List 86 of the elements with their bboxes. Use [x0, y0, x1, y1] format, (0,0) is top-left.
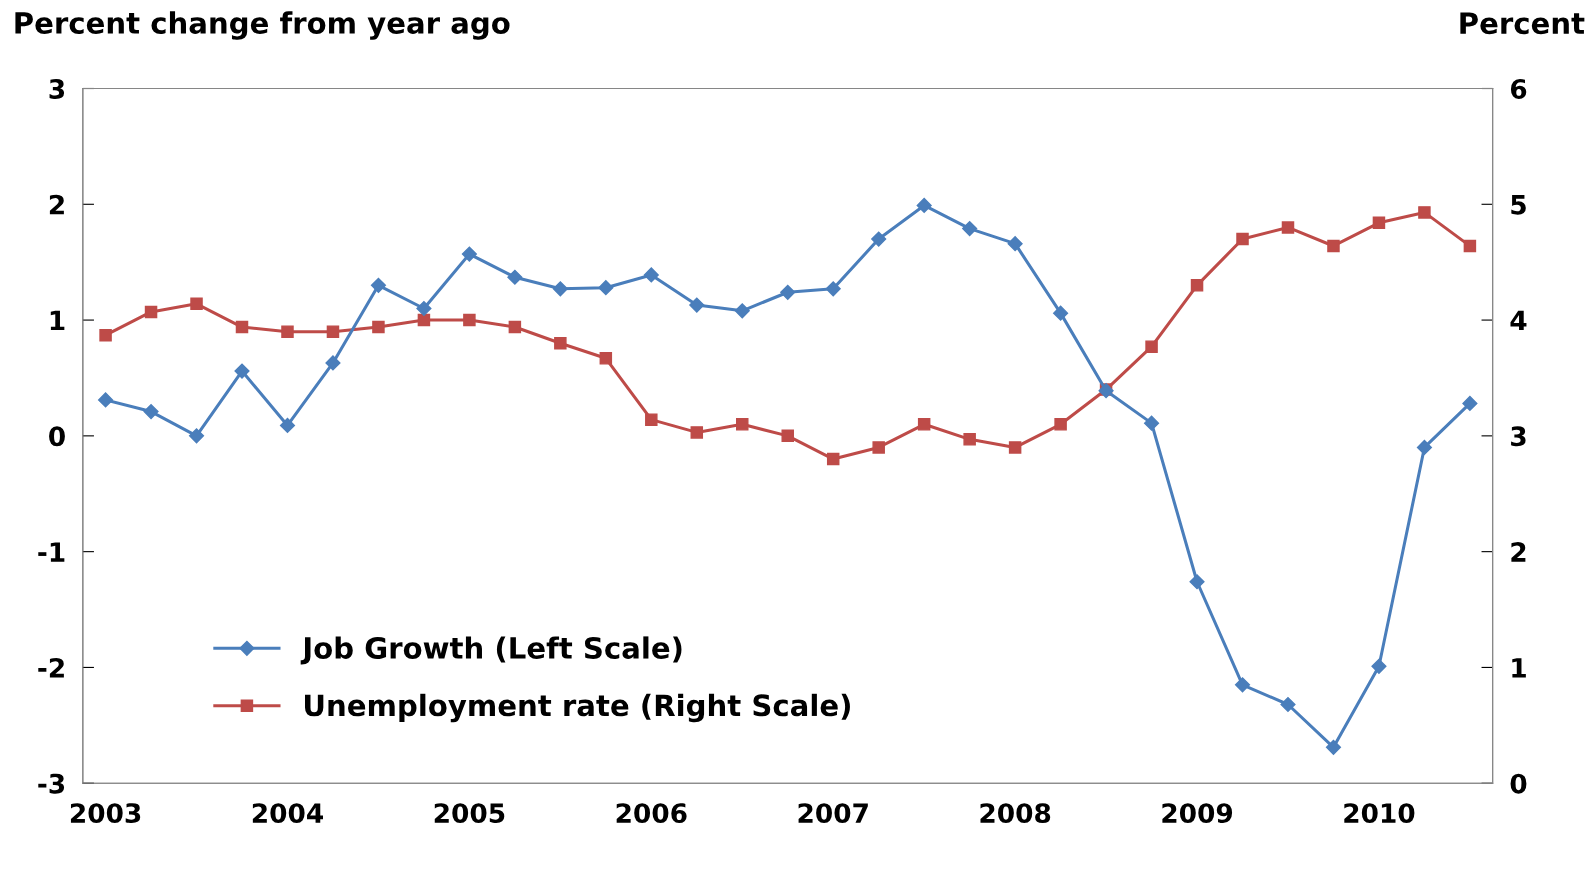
point [599, 352, 613, 365]
point [1190, 279, 1204, 292]
y-tick-label: -3 [38, 773, 65, 794]
point [780, 284, 796, 300]
point [99, 328, 112, 342]
point [552, 281, 568, 297]
point [1236, 232, 1249, 246]
y2-axis-title: Percent [1460, 12, 1585, 35]
x-tick-label: 2004 [252, 803, 323, 824]
point [689, 297, 705, 313]
point [143, 403, 159, 420]
point [325, 355, 341, 371]
point [554, 336, 567, 350]
point [1463, 239, 1477, 253]
y2-tick-label: 1 [1512, 658, 1526, 678]
point [1280, 696, 1296, 713]
point [1281, 221, 1295, 234]
x-tick-label: 2008 [980, 803, 1051, 824]
point [872, 441, 885, 454]
point [825, 281, 841, 297]
point [1007, 236, 1023, 252]
x-tick-label: 2006 [616, 803, 687, 824]
y-tick-label: 3 [49, 78, 65, 99]
y-tick-label: 0 [49, 426, 65, 447]
point [1327, 239, 1340, 253]
point [1325, 739, 1342, 755]
point [508, 320, 522, 334]
point [1416, 439, 1433, 456]
point [1462, 395, 1478, 412]
point [1143, 415, 1160, 431]
point [1372, 216, 1386, 230]
y-tick-label: -1 [38, 542, 65, 562]
point [507, 269, 523, 285]
y-tick-label: 1 [50, 310, 65, 331]
point [917, 418, 931, 431]
point [736, 418, 749, 431]
point [962, 221, 978, 237]
point [234, 363, 250, 379]
y2-tick-label: 4 [1510, 310, 1527, 331]
point [826, 452, 840, 466]
point [1234, 677, 1251, 693]
point [235, 320, 249, 334]
legend-label: Job Growth (Left Scale) [300, 636, 682, 665]
point [326, 325, 340, 338]
point [372, 320, 385, 334]
y2-tick-label: 0 [1510, 773, 1527, 794]
point [190, 297, 203, 311]
point [645, 413, 658, 426]
point [461, 246, 477, 262]
y-tick-label: -2 [38, 657, 64, 678]
point [463, 313, 476, 327]
point [916, 197, 932, 214]
point [871, 231, 887, 247]
point [643, 267, 659, 283]
point [370, 277, 387, 293]
x-tick-label: 2007 [798, 803, 868, 824]
y2-tick-label: 6 [1510, 78, 1527, 99]
point [1371, 658, 1387, 674]
point [416, 300, 432, 317]
x-tick-label: 2010 [1344, 803, 1415, 824]
legend-label: Unemployment rate (Right Scale) [305, 693, 850, 723]
point [279, 417, 296, 434]
point [417, 313, 431, 327]
point [1418, 206, 1431, 219]
point [144, 305, 158, 319]
x-tick-label: 2003 [70, 803, 141, 824]
point [781, 429, 794, 443]
y-axis-title: Percent change from year ago [15, 11, 510, 40]
point [734, 303, 750, 319]
point [1054, 418, 1067, 431]
point [1189, 574, 1205, 590]
y2-tick-label: 3 [1511, 426, 1526, 447]
point [963, 433, 976, 446]
x-tick-label: 2005 [434, 803, 505, 824]
point [98, 392, 114, 408]
point [281, 325, 294, 338]
point [188, 428, 205, 444]
y2-tick-label: 2 [1511, 542, 1526, 562]
point [1008, 441, 1022, 454]
point [1053, 305, 1069, 321]
point [1145, 340, 1158, 353]
x-tick-label: 2009 [1162, 803, 1233, 824]
y-tick-label: 2 [49, 194, 64, 215]
point [690, 426, 704, 439]
y2-tick-label: 5 [1511, 195, 1526, 215]
point [598, 280, 614, 296]
